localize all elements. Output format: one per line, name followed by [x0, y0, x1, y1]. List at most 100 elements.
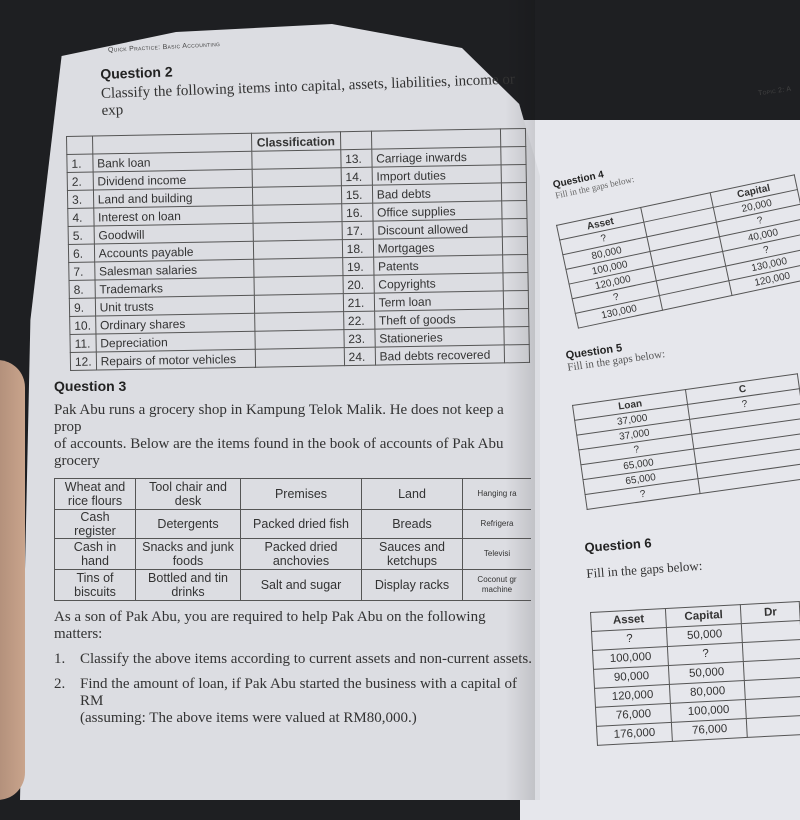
- item-cell: Bottled and tin drinks: [135, 569, 241, 601]
- running-head-right: Topic 2: A: [757, 85, 792, 98]
- item-number: 23.: [343, 329, 375, 348]
- item-cell: Land: [361, 478, 463, 510]
- item-label: Term loan: [373, 290, 504, 312]
- item-number: 14.: [340, 167, 373, 186]
- classification-cell: [253, 275, 343, 296]
- item-label: Mortgages: [373, 236, 503, 258]
- item-cell: Display racks: [361, 569, 463, 601]
- right-page-background: [520, 120, 800, 820]
- value-cell: [746, 715, 800, 738]
- item-cell: Packed dried anchovies: [240, 538, 362, 570]
- item-label: Office supplies: [372, 200, 502, 222]
- table-row: Cash register Detergents Packed dried fish…: [54, 509, 531, 539]
- q2-classification-header: Classification: [251, 131, 341, 152]
- classification-cell: [254, 311, 344, 332]
- item-label: Stationeries: [374, 326, 504, 348]
- item-number: 19.: [342, 257, 374, 276]
- header-blank-cell: [340, 131, 372, 150]
- item-number: 6.: [68, 244, 95, 263]
- question-3: Question 3 Pak Abu runs a grocery shop i…: [54, 378, 532, 727]
- thumb: [0, 360, 25, 800]
- item-number: 15.: [341, 185, 373, 204]
- item-cell: Snacks and junk foods: [135, 538, 241, 570]
- table-row: Cash in hand Snacks and junk foods Packed …: [54, 538, 531, 570]
- item-number: 11.: [69, 334, 96, 353]
- q3-items-table: Wheat and rice flours Tool chair and desk…: [54, 478, 531, 601]
- item-cell: Salt and sugar: [240, 569, 362, 601]
- q3-task-1: 1. Classify the above items according to…: [54, 651, 532, 668]
- q3-title: Question 3: [54, 378, 127, 394]
- classification-cell: [251, 149, 341, 170]
- task-number: 2.: [54, 676, 66, 692]
- classification-cell: [251, 167, 342, 188]
- item-number: 17.: [341, 221, 374, 240]
- item-number: 16.: [341, 203, 373, 222]
- item-number: 21.: [342, 293, 375, 312]
- classification-cell: [254, 329, 344, 350]
- item-number: 9.: [69, 298, 96, 317]
- item-cell: Packed dried fish: [240, 509, 362, 539]
- item-number: 18.: [342, 239, 374, 258]
- q6-table-wrap: Asset Capital Dr? 50,000 100,000? 90,000 50,00…: [590, 601, 800, 746]
- q3-paragraph-line1: Pak Abu runs a grocery shop in Kampung T…: [54, 402, 504, 435]
- item-number: 2.: [67, 172, 94, 191]
- item-number: 20.: [342, 275, 374, 294]
- item-cell: Premises: [240, 478, 362, 510]
- q6-table: Asset Capital Dr? 50,000 100,000? 90,000 50,00…: [590, 601, 800, 746]
- classification-cell: [252, 203, 342, 224]
- classification-cell: [253, 293, 344, 314]
- q3-intro: As a son of Pak Abu, you are required to…: [54, 609, 486, 642]
- item-cell: Breads: [361, 509, 463, 539]
- header-blank-cell: [500, 128, 526, 147]
- classification-cell: [503, 326, 529, 345]
- classification-cell: [502, 254, 528, 273]
- item-label: Patents: [373, 254, 503, 276]
- task-text: Classify the above items according to cu…: [80, 651, 532, 667]
- item-label: Carriage inwards: [371, 146, 501, 168]
- table-row: Wheat and rice flours Tool chair and desk…: [54, 478, 531, 510]
- classification-cell: [253, 239, 343, 260]
- item-cell: Tins of biscuits: [54, 569, 136, 601]
- q2-table: Classification 1. Bank loan 13. Carriage in…: [66, 128, 530, 371]
- item-cell: Televisi: [462, 538, 531, 570]
- table-row: Tins of biscuits Bottled and tin drinks Sa…: [54, 569, 531, 601]
- item-label: Theft of goods: [374, 308, 504, 330]
- item-label: Bad debts: [372, 182, 502, 204]
- question-6: Question 6 Fill in the gaps below:: [584, 532, 703, 582]
- classification-cell: [252, 221, 343, 242]
- classification-cell: [252, 185, 342, 206]
- classification-cell: [501, 182, 527, 201]
- classification-cell: [502, 236, 528, 255]
- classification-cell: [253, 257, 343, 278]
- item-number: 24.: [343, 347, 376, 366]
- value-cell: 76,000: [671, 718, 748, 742]
- classification-cell: [502, 272, 528, 291]
- item-number: 5.: [68, 226, 95, 245]
- item-cell: Refrigera: [462, 509, 531, 539]
- q3-task-2: 2. Find the amount of loan, if Pak Abu s…: [54, 676, 532, 710]
- item-number: 1.: [66, 154, 93, 173]
- classification-cell: [500, 164, 527, 183]
- item-number: 22.: [343, 311, 375, 330]
- item-label: Bad debts recovered: [374, 344, 505, 366]
- item-number: 12.: [70, 352, 97, 371]
- q3-note: (assuming: The above items were valued a…: [80, 710, 417, 726]
- classification-cell: [500, 146, 526, 165]
- left-page: [20, 24, 540, 800]
- page-gutter-shadow: [505, 0, 535, 800]
- item-number: 13.: [340, 149, 372, 168]
- task-text: Find the amount of loan, if Pak Abu star…: [80, 676, 518, 709]
- item-label: Repairs of motor vehicles: [95, 349, 256, 371]
- classification-cell: [501, 218, 528, 237]
- item-number: 10.: [69, 316, 96, 335]
- item-label: Import duties: [371, 164, 502, 186]
- classification-cell: [254, 347, 345, 368]
- classification-cell: [503, 344, 530, 363]
- item-cell: Cash in hand: [54, 538, 136, 570]
- item-label: Copyrights: [373, 272, 503, 294]
- item-label: Discount allowed: [372, 218, 503, 240]
- item-cell: Coconut gr machine: [462, 569, 531, 601]
- item-number: 3.: [67, 190, 94, 209]
- item-cell: Hanging ra: [462, 478, 531, 510]
- classification-cell: [501, 200, 527, 219]
